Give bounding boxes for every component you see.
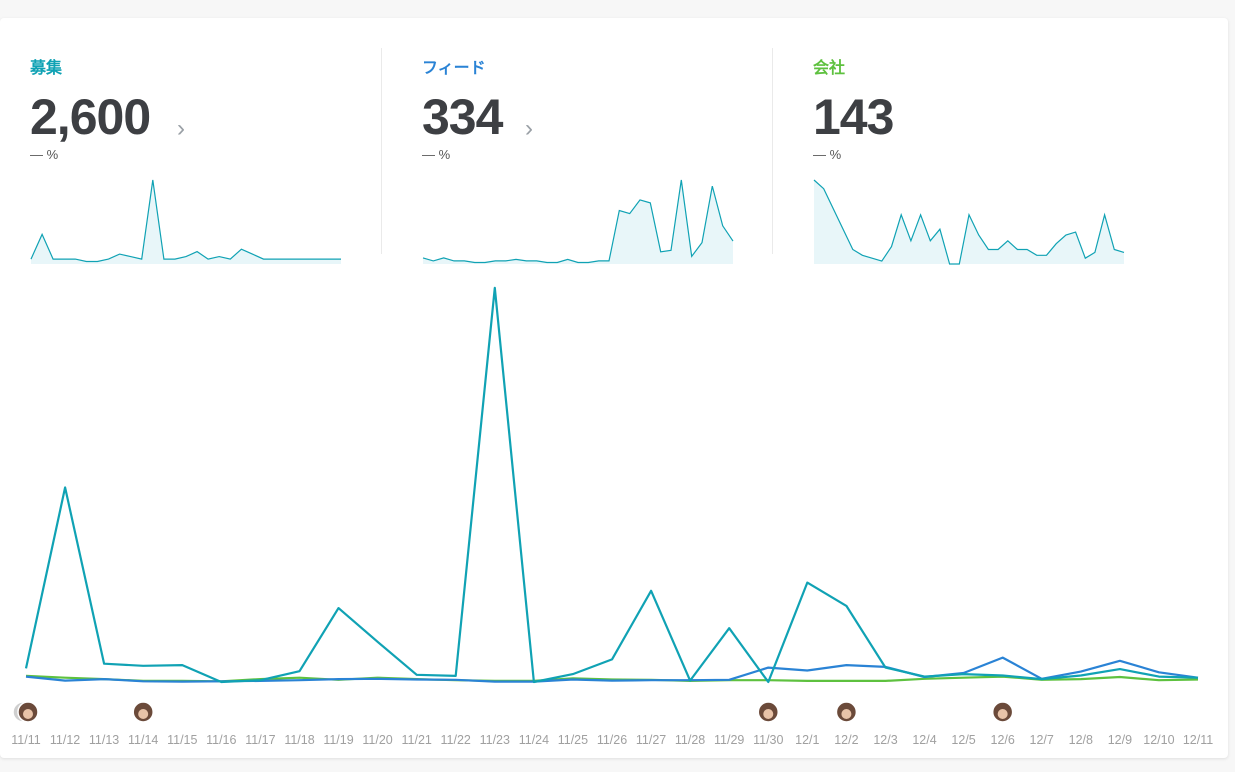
line-chart: 11/11 11/12 11/13 11/14 11/15 11/16 11/17 11/18… bbox=[11, 286, 1213, 747]
x-tick-label: 12/3 bbox=[873, 733, 897, 747]
x-tick-label: 11/29 bbox=[714, 733, 744, 747]
avatar-face bbox=[763, 709, 774, 719]
sparkline-company bbox=[813, 179, 1125, 265]
x-tick-label: 11/13 bbox=[89, 733, 119, 747]
x-tick-label: 12/1 bbox=[795, 733, 819, 747]
x-tick-label: 11/11 bbox=[11, 733, 40, 747]
metric-value: 334 bbox=[422, 89, 503, 145]
user-avatar[interactable] bbox=[835, 701, 858, 723]
x-tick-label: 11/28 bbox=[675, 733, 705, 747]
sparkline-line bbox=[30, 179, 341, 263]
x-tick-label: 11/18 bbox=[284, 733, 314, 747]
user-avatar[interactable] bbox=[991, 701, 1014, 723]
x-tick-label: 12/11 bbox=[1183, 733, 1213, 747]
avatar-face bbox=[23, 709, 33, 719]
x-tick-label: 11/26 bbox=[597, 733, 627, 747]
x-tick-label: 11/24 bbox=[519, 733, 549, 747]
x-tick-label: 11/19 bbox=[323, 733, 353, 747]
metric-value: 143 bbox=[813, 89, 894, 145]
x-tick-label: 11/14 bbox=[128, 733, 158, 747]
x-tick-label: 12/4 bbox=[912, 733, 936, 747]
sparkline-line bbox=[422, 179, 734, 264]
avatar-face bbox=[997, 709, 1008, 719]
divider bbox=[772, 48, 773, 254]
metric-recruitment[interactable]: 募集 2,600 › ― % bbox=[0, 18, 381, 264]
chevron-right-icon[interactable]: › bbox=[525, 115, 533, 142]
metric-label: フィード bbox=[422, 60, 486, 77]
x-tick-label: 11/30 bbox=[753, 733, 783, 747]
x-tick-label: 11/23 bbox=[480, 733, 510, 747]
metric-label: 会社 bbox=[813, 60, 846, 77]
x-tick-label: 12/2 bbox=[834, 733, 858, 747]
metric-change: ― % bbox=[30, 147, 59, 162]
analytics-card: 募集 2,600 › ― % フィード 334 › ― % 会社 143 ― %… bbox=[0, 18, 1228, 758]
sparkline-area bbox=[423, 180, 733, 264]
x-tick-label: 11/15 bbox=[167, 733, 197, 747]
x-tick-label: 11/22 bbox=[441, 733, 471, 747]
metric-change: ― % bbox=[813, 147, 842, 162]
user-avatar[interactable] bbox=[757, 701, 780, 723]
x-tick-label: 11/25 bbox=[558, 733, 588, 747]
x-tick-label: 11/21 bbox=[402, 733, 432, 747]
x-tick-label: 12/7 bbox=[1030, 733, 1054, 747]
x-tick-label: 12/5 bbox=[951, 733, 975, 747]
chevron-right-icon[interactable]: › bbox=[177, 115, 185, 142]
user-avatar[interactable] bbox=[17, 701, 39, 723]
divider bbox=[381, 48, 382, 254]
x-tick-label: 11/12 bbox=[50, 733, 80, 747]
sparkline-feed bbox=[422, 179, 734, 264]
x-tick-label: 11/20 bbox=[362, 733, 392, 747]
metric-change: ― % bbox=[422, 147, 451, 162]
metric-label: 募集 bbox=[30, 60, 63, 77]
metric-feed[interactable]: フィード 334 › ― % bbox=[392, 18, 772, 264]
series-line bbox=[24, 286, 1199, 684]
sparkline-line bbox=[813, 179, 1125, 265]
x-tick-label: 12/8 bbox=[1069, 733, 1093, 747]
x-tick-label: 12/6 bbox=[991, 733, 1015, 747]
avatar-face bbox=[841, 709, 852, 719]
sparkline-area bbox=[814, 180, 1124, 264]
x-tick-label: 11/27 bbox=[636, 733, 666, 747]
user-avatar[interactable] bbox=[132, 701, 154, 723]
sparkline-recruitment bbox=[30, 179, 341, 264]
x-tick-label: 11/17 bbox=[245, 733, 275, 747]
metric-value: 2,600 bbox=[30, 89, 151, 145]
metric-company[interactable]: 会社 143 ― % bbox=[783, 18, 1203, 265]
x-tick-label: 12/10 bbox=[1143, 733, 1174, 747]
avatar-face bbox=[138, 709, 149, 719]
x-tick-label: 12/9 bbox=[1108, 733, 1132, 747]
x-tick-label: 11/16 bbox=[206, 733, 236, 747]
